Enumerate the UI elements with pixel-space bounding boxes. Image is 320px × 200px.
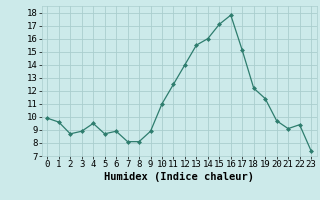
X-axis label: Humidex (Indice chaleur): Humidex (Indice chaleur) bbox=[104, 172, 254, 182]
